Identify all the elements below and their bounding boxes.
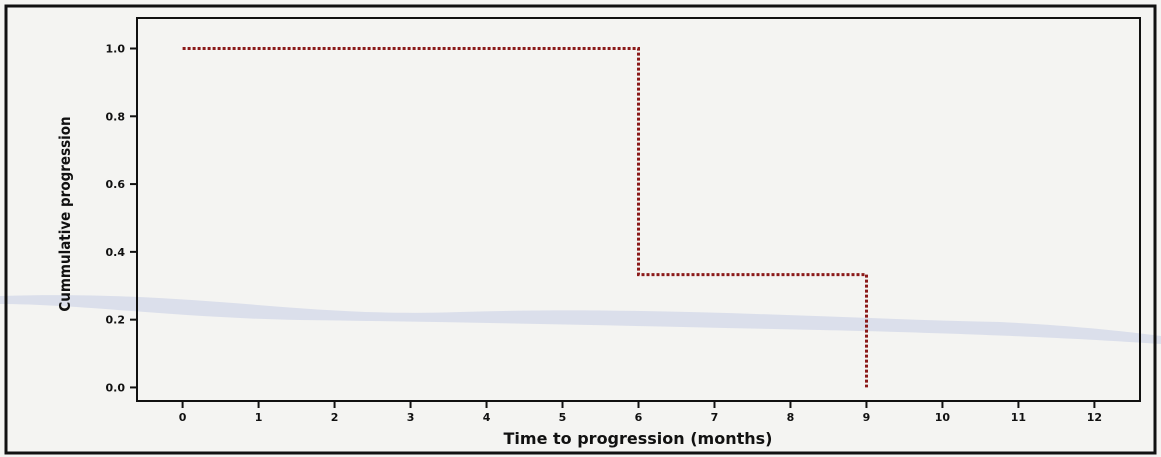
- x-tick-label: 6: [635, 411, 643, 424]
- x-tick-label: 7: [711, 411, 719, 424]
- y-tick-label: 0.8: [106, 110, 126, 123]
- scan-smudge: [0, 295, 1161, 344]
- x-tick-label: 11: [1011, 411, 1026, 424]
- y-tick-label: 1.0: [106, 43, 126, 56]
- y-tick-label: 0.4: [106, 246, 126, 259]
- y-axis: 0.0 0.2 0.4 0.6 0.8 1.0: [106, 43, 137, 394]
- x-tick-label: 9: [863, 411, 871, 424]
- x-axis: 0 1 2 3 4 5 6 7 8 9 10 11 12: [179, 401, 1102, 424]
- series-line: [182, 47, 868, 388]
- y-tick-label: 0.6: [106, 178, 126, 191]
- x-tick-label: 2: [331, 411, 339, 424]
- x-tick-label: 3: [407, 411, 415, 424]
- series-group: [182, 47, 868, 388]
- outer-frame: [4, 4, 1157, 455]
- x-tick-label: 4: [483, 411, 491, 424]
- x-tick-label: 0: [179, 411, 187, 424]
- x-tick-label: 1: [255, 411, 263, 424]
- x-tick-label: 12: [1087, 411, 1102, 424]
- y-tick-label: 0.2: [106, 314, 126, 327]
- x-axis-label: Time to progression (months): [504, 429, 773, 448]
- y-tick-label: 0.0: [106, 381, 126, 394]
- x-tick-label: 5: [559, 411, 567, 424]
- x-tick-label: 10: [935, 411, 951, 424]
- y-axis-label: Cummulative progression: [56, 116, 74, 311]
- x-tick-label: 8: [787, 411, 795, 424]
